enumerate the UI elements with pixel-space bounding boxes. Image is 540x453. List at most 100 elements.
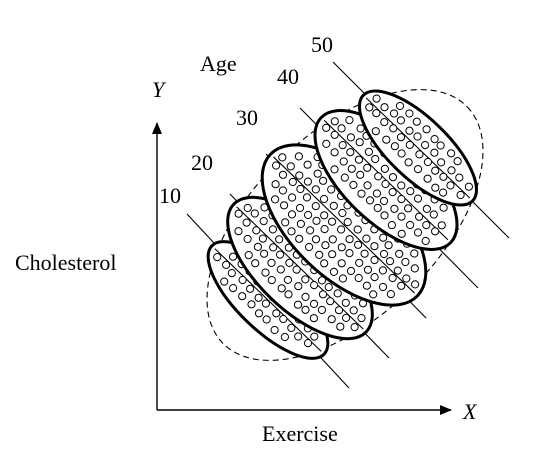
data-point — [295, 234, 304, 243]
data-point — [378, 282, 388, 292]
data-point — [413, 194, 423, 203]
data-point — [313, 169, 322, 178]
data-point — [388, 273, 397, 283]
data-point — [287, 323, 296, 332]
data-point — [277, 284, 286, 293]
data-point — [363, 265, 373, 274]
data-point — [337, 259, 346, 268]
data-point — [228, 252, 238, 261]
data-point — [302, 193, 312, 202]
data-point — [370, 273, 379, 282]
data-point — [279, 314, 288, 324]
data-point — [370, 256, 379, 265]
data-point — [269, 243, 278, 252]
data-point — [413, 228, 423, 237]
data-point — [405, 126, 414, 135]
data-point — [401, 257, 410, 267]
data-point — [412, 117, 421, 126]
data-point — [404, 204, 413, 213]
data-point — [238, 292, 247, 301]
data-point — [446, 181, 455, 190]
age-label-30: 30 — [236, 105, 258, 130]
data-point — [286, 162, 295, 171]
data-point — [278, 153, 287, 162]
age-line-inner-50 — [365, 97, 471, 199]
data-point — [464, 182, 473, 191]
data-point — [341, 298, 350, 307]
data-point — [334, 306, 344, 315]
data-point — [227, 269, 236, 278]
data-point — [327, 315, 336, 324]
data-point — [390, 142, 399, 151]
data-point — [356, 170, 365, 179]
data-point — [380, 103, 389, 112]
data-point — [354, 240, 363, 249]
data-point — [276, 265, 285, 274]
data-point — [422, 204, 431, 213]
data-point — [337, 124, 346, 133]
data-point — [329, 267, 338, 276]
data-point — [410, 264, 419, 273]
age-cluster-50 — [357, 89, 479, 207]
data-point — [333, 289, 342, 298]
data-point — [411, 280, 420, 289]
data-point — [319, 176, 328, 185]
data-point — [260, 249, 269, 258]
data-point — [382, 135, 391, 144]
data-point — [413, 132, 422, 141]
data-point — [397, 281, 406, 290]
data-point — [387, 221, 396, 230]
data-point — [397, 212, 406, 221]
data-point — [372, 189, 381, 198]
data-point — [301, 275, 310, 284]
data-point — [362, 281, 371, 290]
data-point — [415, 150, 424, 159]
data-point — [310, 332, 319, 341]
x-axis-label: Exercise — [262, 421, 338, 446]
data-point — [357, 189, 366, 198]
data-point — [303, 339, 313, 348]
data-point — [381, 179, 390, 189]
data-point — [422, 221, 431, 230]
data-point — [338, 141, 347, 150]
data-point — [365, 103, 374, 112]
data-point — [328, 250, 337, 259]
data-point — [294, 152, 303, 161]
data-point — [254, 293, 263, 302]
data-point — [422, 125, 431, 134]
data-point — [338, 274, 347, 283]
data-point — [318, 290, 328, 299]
data-point — [431, 166, 440, 175]
data-point — [354, 155, 363, 164]
data-point — [322, 123, 331, 132]
data-point — [395, 101, 405, 111]
data-point — [355, 138, 364, 147]
data-point — [430, 135, 439, 144]
data-point — [378, 266, 387, 275]
data-point — [345, 249, 354, 258]
data-point — [410, 249, 419, 258]
data-point — [301, 305, 310, 314]
data-point — [305, 242, 314, 252]
data-point — [345, 235, 354, 244]
data-point — [321, 241, 330, 250]
age-title: Age — [200, 51, 237, 76]
data-point — [372, 94, 381, 103]
data-point — [430, 148, 439, 157]
data-point — [262, 315, 271, 324]
data-point — [346, 266, 356, 276]
data-point — [371, 127, 380, 136]
data-point — [396, 133, 406, 142]
data-point — [393, 266, 402, 275]
data-point — [254, 309, 264, 318]
data-point — [285, 258, 294, 267]
data-point — [355, 258, 364, 267]
data-point — [421, 141, 430, 150]
data-point — [281, 218, 290, 227]
data-point — [261, 268, 270, 277]
age-line-inner-10 — [214, 248, 322, 352]
data-point — [301, 292, 310, 301]
data-point — [415, 212, 424, 221]
data-point — [439, 172, 448, 181]
